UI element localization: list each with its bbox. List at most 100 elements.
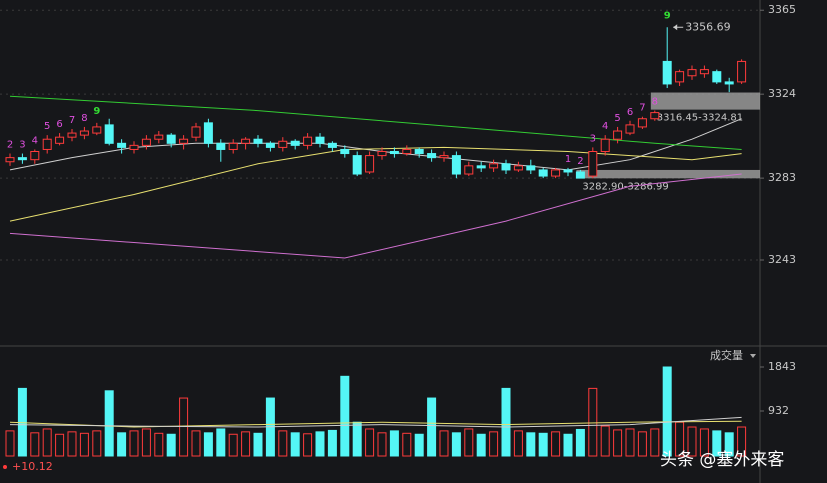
td-count: 4: [32, 135, 38, 146]
volume-bar: [228, 433, 238, 457]
volume-bar: [575, 428, 585, 457]
td-count: 1: [565, 154, 571, 165]
y-tick-label: 932: [768, 404, 789, 417]
high-label: 3356.69: [685, 20, 731, 33]
candle-body: [92, 126, 102, 134]
volume-bar: [687, 426, 697, 457]
volume-ma-line: [9, 420, 742, 428]
volume-bar: [216, 428, 226, 457]
volume-ma-line: [9, 416, 742, 428]
indicator-value: +10.12: [12, 460, 53, 473]
candle-body: [141, 138, 151, 146]
volume-bar: [414, 433, 424, 457]
volume-bar: [464, 428, 474, 457]
candle-body: [241, 138, 251, 144]
volume-bar: [563, 433, 573, 457]
volume-bar: [613, 429, 623, 457]
td-count: 5: [44, 121, 50, 132]
candle-body: [191, 126, 201, 138]
price-zone: [650, 92, 760, 110]
volume-bar: [290, 432, 300, 457]
volume-bar: [179, 397, 189, 457]
volume-bar: [67, 431, 77, 457]
candle-body: [551, 169, 561, 177]
volume-bar: [650, 428, 660, 457]
candle-body: [464, 165, 474, 175]
candle-body: [427, 153, 437, 159]
candle-body: [613, 130, 623, 140]
td-count: 5: [614, 113, 620, 124]
volume-bar: [600, 425, 610, 457]
candle-body: [104, 124, 114, 144]
volume-bar: [129, 430, 139, 457]
candle-body: [489, 163, 499, 169]
volume-bar: [327, 429, 337, 457]
candle-body: [42, 138, 52, 150]
candle-body: [575, 171, 585, 179]
candle-body: [166, 134, 176, 144]
volume-bar: [402, 432, 412, 457]
candle-body: [315, 136, 325, 144]
candle-body: [278, 140, 288, 148]
volume-bar: [166, 433, 176, 457]
y-tick-label: 3365: [768, 3, 796, 16]
volume-bar: [476, 433, 486, 457]
td-count: 3: [19, 140, 25, 151]
volume-bar: [625, 428, 635, 457]
candle-body: [414, 148, 424, 155]
candle-body: [675, 71, 685, 83]
td-count: 6: [56, 119, 62, 130]
candle-body: [290, 140, 300, 146]
volume-bar: [451, 432, 461, 457]
candle-body: [687, 69, 697, 77]
candle-body: [699, 69, 709, 75]
candle-body: [117, 142, 127, 148]
candle-body: [365, 155, 375, 173]
y-tick-label: 3243: [768, 253, 796, 266]
candle-body: [17, 157, 27, 161]
td-count: 2: [7, 140, 13, 151]
candle-body: [451, 155, 461, 175]
volume-bar: [365, 428, 375, 457]
candle-body: [724, 81, 734, 85]
volume-bar: [352, 421, 362, 457]
volume-bar: [203, 432, 213, 457]
volume-bar: [55, 433, 65, 457]
volume-bar: [5, 430, 15, 457]
candle-body: [737, 60, 747, 83]
candle-body: [513, 165, 523, 171]
td-count: 8: [81, 113, 87, 124]
ma-line: [9, 95, 742, 150]
candle-body: [79, 130, 89, 136]
volume-bar: [154, 432, 164, 457]
td-count: 7: [69, 115, 75, 126]
candle-body: [637, 118, 647, 128]
candle-body: [402, 148, 412, 155]
volume-bar: [42, 428, 52, 457]
candle-body: [588, 151, 598, 177]
volume-bar: [427, 397, 437, 457]
candle-body: [228, 142, 238, 150]
zone-label: 3282.90-3286.99: [582, 181, 668, 192]
candle-body: [5, 157, 15, 163]
volume-bar: [513, 430, 523, 457]
candle-body: [389, 151, 399, 155]
volume-bar: [551, 431, 561, 457]
candle-body: [662, 60, 672, 85]
y-tick-label: 1843: [768, 360, 796, 373]
td-count: 9: [93, 106, 100, 117]
y-tick-label: 3283: [768, 171, 796, 184]
candle-body: [30, 151, 40, 161]
volume-bar: [662, 366, 672, 457]
volume-bar: [191, 430, 201, 457]
td-count: 2: [577, 156, 583, 167]
candle-body: [327, 142, 337, 148]
candle-body: [216, 142, 226, 150]
volume-bar: [389, 430, 399, 457]
candle-body: [476, 165, 486, 169]
dropdown-icon[interactable]: [750, 354, 756, 358]
indicator-dot: [3, 465, 7, 469]
candle-body: [129, 144, 139, 150]
volume-bar: [340, 375, 350, 457]
